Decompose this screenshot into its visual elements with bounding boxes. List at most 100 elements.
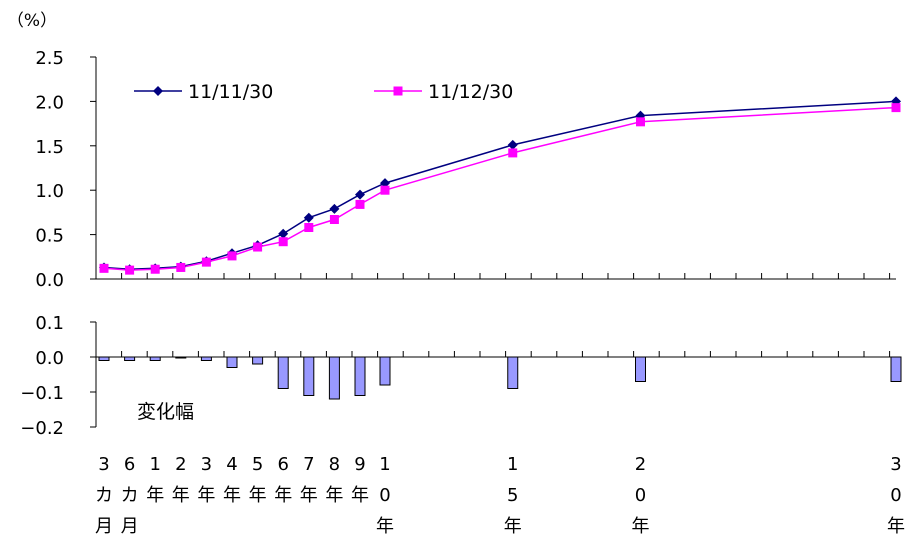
data-point-square (253, 242, 263, 252)
data-point-square (176, 262, 186, 272)
x-tick-label: 年 (197, 485, 215, 506)
y-tick-label: −0.2 (20, 418, 64, 439)
legend-marker (393, 86, 403, 96)
bottom-panel: −0.2 −0.1 0.0 0.1 変化幅 (20, 313, 902, 439)
x-tick-label: 年 (632, 516, 650, 535)
data-point-square (304, 222, 314, 232)
change-bar (328, 356, 340, 400)
data-point-square (355, 199, 365, 209)
change-bar (252, 356, 264, 365)
x-tick-label: 9 (354, 454, 365, 475)
y-tick-label: −0.1 (20, 383, 64, 404)
data-point-square (329, 215, 339, 225)
x-tick-label: 年 (249, 485, 267, 506)
data-point-diamond (355, 189, 365, 200)
data-point-diamond (329, 203, 340, 214)
change-bar (507, 356, 519, 389)
x-tick-label: 2 (175, 454, 186, 475)
x-tick-label: 2 (635, 454, 646, 475)
data-point-square (891, 103, 901, 113)
change-bar (124, 356, 136, 361)
data-point-square (201, 257, 211, 267)
y-tick-label: 0.1 (35, 313, 64, 334)
data-point-square (278, 237, 288, 247)
change-bar (200, 356, 212, 361)
x-tick-label: 4 (226, 454, 237, 475)
data-point-diamond (303, 212, 314, 223)
legend: 11/11/30 11/12/30 (134, 81, 513, 103)
x-tick-label: 0 (379, 485, 390, 506)
data-point-square (380, 185, 390, 195)
x-tick-label: 年 (376, 516, 394, 535)
x-tick-label: カ (95, 485, 113, 506)
x-tick-label: 年 (887, 516, 905, 535)
x-tick-label: 月 (121, 516, 139, 535)
x-tick-label: 年 (172, 485, 190, 506)
x-tick-label: 6 (277, 454, 288, 475)
y-tick-label: 1.0 (35, 181, 64, 202)
change-bar (149, 356, 161, 361)
x-tick-label: 1 (507, 454, 518, 475)
change-bar (890, 356, 902, 382)
data-point-square (227, 251, 237, 261)
x-tick-label: 年 (146, 485, 164, 506)
y-tick-label: 0.0 (35, 348, 64, 369)
x-tick-label: 年 (274, 485, 292, 506)
x-tick-label: 月 (95, 516, 113, 535)
x-tick-label: 5 (507, 485, 518, 506)
change-bars (98, 356, 902, 400)
x-tick-label: 3 (890, 454, 901, 475)
x-tick-label: 5 (252, 454, 263, 475)
legend-marker (153, 86, 163, 96)
change-bar (98, 356, 110, 361)
change-bar (354, 356, 366, 396)
top-series-markers (99, 96, 901, 275)
y-tick-label: 0.5 (35, 226, 64, 247)
x-tick-label: 年 (504, 516, 522, 535)
x-tick-label: 0 (890, 485, 901, 506)
data-point-diamond (278, 228, 289, 239)
change-bar (226, 356, 238, 368)
bottom-y-axis: −0.2 −0.1 0.0 0.1 (20, 313, 97, 439)
data-point-square (508, 148, 518, 158)
change-bar (175, 356, 187, 359)
series-line-11/11/30 (103, 100, 897, 270)
change-bar (379, 356, 391, 386)
data-point-diamond (380, 178, 390, 189)
y-tick-label: 2.0 (35, 92, 64, 113)
data-point-square (125, 265, 135, 275)
x-tick-label: 7 (303, 454, 314, 475)
series-line-11/12/30 (103, 106, 897, 271)
x-tick-label: 6 (124, 454, 135, 475)
legend-label: 11/12/30 (428, 81, 513, 103)
x-tick-label: 年 (325, 485, 343, 506)
bottom-x-axis (95, 351, 896, 358)
data-point-square (636, 117, 645, 127)
x-tick-label: 1 (379, 454, 390, 475)
x-tick-label: 3 (98, 454, 109, 475)
x-tick-label: 年 (300, 485, 318, 506)
data-point-square (150, 264, 160, 274)
change-bar (303, 356, 315, 396)
y-tick-label: 1.5 (35, 137, 64, 158)
x-tick-label: 8 (329, 454, 340, 475)
y-tick-label: 0.0 (35, 270, 64, 291)
data-point-square (99, 263, 109, 273)
top-panel: 0.0 0.5 1.0 1.5 2.0 2.5 11/11/30 11/12/30 (35, 48, 901, 291)
x-tick-label: 年 (351, 485, 369, 506)
change-bar (277, 356, 289, 389)
top-series-lines (103, 100, 897, 271)
x-tick-label: 1 (149, 454, 160, 475)
top-x-axis (95, 273, 896, 280)
x-tick-label: 年 (223, 485, 241, 506)
top-y-axis: 0.0 0.5 1.0 1.5 2.0 2.5 (35, 48, 97, 291)
x-tick-label: 3 (201, 454, 212, 475)
unit-label: （%） (7, 11, 57, 31)
y-tick-label: 2.5 (35, 48, 64, 69)
change-annotation: 変化幅 (137, 401, 194, 423)
x-tick-label: 0 (635, 485, 646, 506)
legend-label: 11/11/30 (188, 81, 273, 103)
x-tick-label: カ (121, 485, 139, 506)
